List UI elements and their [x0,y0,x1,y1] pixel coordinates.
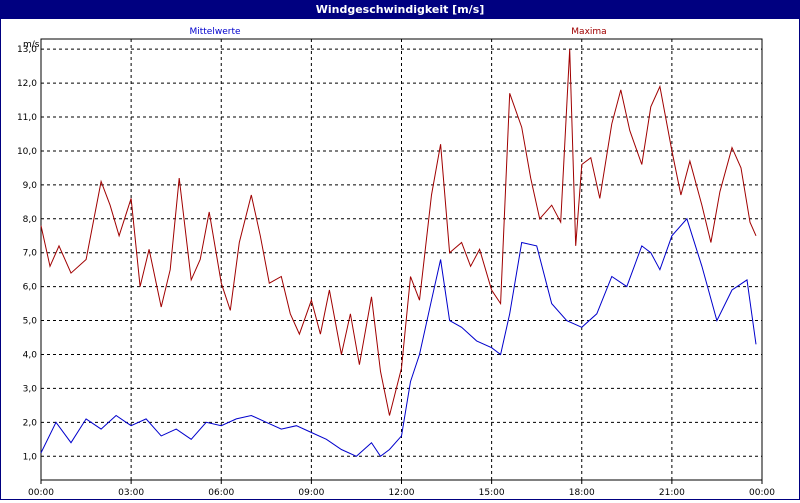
legend-maxima: Maxima [571,27,606,37]
y-tick-label: 13,0 [17,45,37,55]
y-tick-label: 7,0 [23,249,38,259]
x-axis: 00:0013.12.1903:0013.12.1906:0013.12.190… [28,480,775,498]
legend-mittelwerte: Mittelwerte [189,27,240,37]
x-tick-time: 00:00 [749,488,775,498]
y-tick-label: 4,0 [23,350,38,360]
x-tick-time: 15:00 [479,488,505,498]
y-tick-label: 1,0 [23,452,38,462]
y-tick-label: 5,0 [23,317,38,327]
window-title: Windgeschwindigkeit [m/s] [1,1,799,19]
x-tick-time: 03:00 [118,488,144,498]
series-line-mittelwerte [40,217,757,458]
y-axis: 1,0 2,0 3,0 4,0 5,0 6,0 7,0 8,0 9,0 10,0 11,0 12,0 1… [17,45,37,462]
series-line-maxima [40,49,757,416]
y-tick-label: 9,0 [23,181,38,191]
x-tick-time: 21:00 [659,488,685,498]
grid-lines [41,39,762,480]
y-tick-label: 10,0 [17,147,37,157]
y-tick-label: 8,0 [23,215,38,225]
y-axis-label: m/s [23,40,40,50]
y-tick-label: 6,0 [23,283,38,293]
x-tick-time: 09:00 [298,488,324,498]
y-tick-label: 11,0 [17,113,37,123]
x-tick-time: 00:00 [28,488,54,498]
y-tick-label: 3,0 [23,384,38,394]
x-tick-time: 18:00 [569,488,595,498]
series-lines [40,49,757,458]
x-tick-time: 06:00 [208,488,234,498]
y-tick-label: 12,0 [17,79,37,89]
x-tick-time: 12:00 [389,488,415,498]
line-chart: 1,0 2,0 3,0 4,0 5,0 6,0 7,0 8,0 9,0 10,0 11,0 12,0 1… [17,27,775,498]
y-tick-label: 2,0 [23,418,38,428]
